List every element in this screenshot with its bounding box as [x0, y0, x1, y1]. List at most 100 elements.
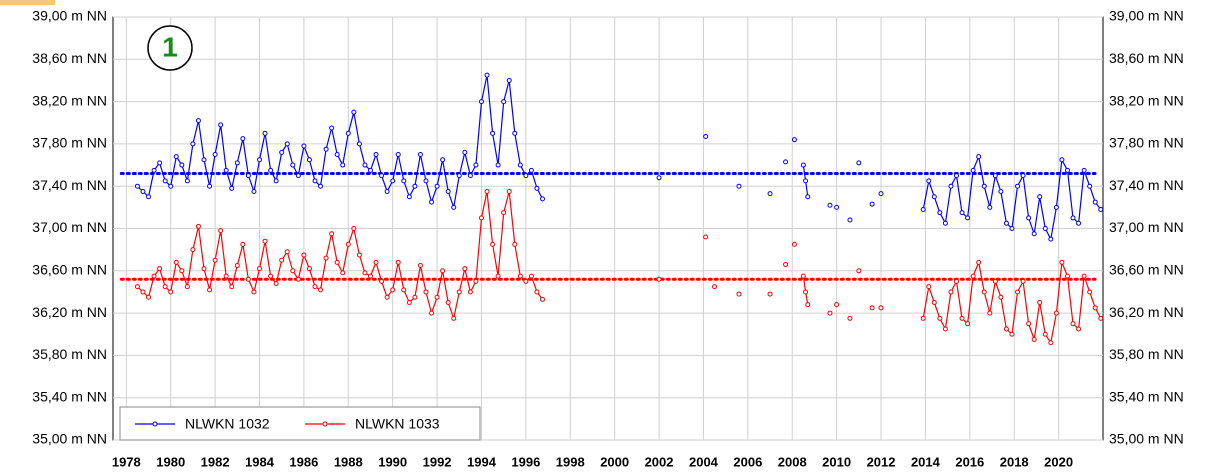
- data-point: [981, 289, 987, 295]
- data-point: [306, 266, 312, 272]
- data-point: [1009, 331, 1015, 337]
- y2-tick-label: 39,00 m NN: [1109, 8, 1184, 24]
- y-tick-label: 35,40 m NN: [32, 388, 107, 404]
- data-point: [540, 296, 546, 302]
- x-tick-label: 1994: [467, 454, 497, 469]
- data-point: [1003, 220, 1009, 226]
- data-point: [937, 210, 943, 216]
- data-point: [423, 178, 429, 184]
- data-point: [257, 266, 263, 272]
- data-point: [279, 257, 285, 263]
- data-point: [791, 137, 797, 143]
- data-point: [157, 160, 163, 166]
- data-point: [948, 183, 954, 189]
- data-point: [1015, 183, 1021, 189]
- data-point: [434, 183, 440, 189]
- data-point: [1076, 326, 1082, 332]
- data-point: [1092, 199, 1098, 205]
- data-point: [834, 302, 840, 308]
- data-point: [534, 185, 540, 191]
- data-point: [162, 178, 168, 184]
- data-point: [1064, 273, 1070, 279]
- data-point: [467, 173, 473, 179]
- data-point: [501, 99, 507, 105]
- x-tick-label: 1988: [334, 454, 363, 469]
- data-point: [1070, 321, 1076, 327]
- data-point: [528, 273, 534, 279]
- data-point: [1070, 215, 1076, 221]
- data-point: [920, 206, 926, 212]
- x-tick-label: 2006: [733, 454, 762, 469]
- data-point: [184, 284, 190, 290]
- data-point: [1015, 289, 1021, 295]
- data-point: [783, 261, 789, 267]
- data-point: [190, 141, 196, 147]
- data-point: [656, 175, 662, 181]
- data-point: [134, 284, 140, 290]
- data-point: [484, 72, 490, 78]
- data-point: [656, 276, 662, 282]
- data-point: [257, 157, 263, 163]
- data-point: [140, 289, 146, 295]
- data-point: [207, 287, 213, 293]
- data-point: [803, 178, 809, 184]
- data-point: [290, 162, 296, 168]
- data-point: [976, 154, 982, 160]
- data-point: [987, 310, 993, 316]
- x-tick-label: 1982: [201, 454, 230, 469]
- data-point: [856, 160, 862, 166]
- data-point: [495, 273, 501, 279]
- data-point: [140, 188, 146, 194]
- data-point: [512, 241, 518, 247]
- data-point: [184, 178, 190, 184]
- data-point: [146, 294, 152, 300]
- data-point: [229, 284, 235, 290]
- data-point: [207, 183, 213, 189]
- data-point: [318, 183, 324, 189]
- y-tick-label: 38,60 m NN: [32, 50, 107, 66]
- data-point: [212, 257, 218, 263]
- data-point: [429, 310, 435, 316]
- x-tick-label: 1990: [378, 454, 407, 469]
- data-point: [273, 280, 279, 286]
- data-point: [1059, 259, 1065, 265]
- data-point: [179, 268, 185, 274]
- data-point: [920, 315, 926, 321]
- data-point: [390, 178, 396, 184]
- data-point: [528, 167, 534, 173]
- data-point: [512, 130, 518, 136]
- annotation-circle: [147, 25, 193, 71]
- y2-tick-label: 35,80 m NN: [1109, 346, 1184, 362]
- data-point: [856, 268, 862, 274]
- data-point: [401, 287, 407, 293]
- data-point: [356, 252, 362, 258]
- data-point: [712, 284, 718, 290]
- data-point: [878, 305, 884, 311]
- x-tick-label: 1978: [112, 454, 141, 469]
- data-point: [473, 278, 479, 284]
- data-point: [445, 188, 451, 194]
- data-point: [417, 151, 423, 157]
- data-point: [384, 188, 390, 194]
- y2-tick-label: 37,40 m NN: [1109, 177, 1184, 193]
- data-point: [462, 149, 468, 155]
- y-tick-label: 36,60 m NN: [32, 262, 107, 278]
- data-point: [736, 183, 742, 189]
- data-point: [1026, 321, 1032, 327]
- data-point: [306, 157, 312, 163]
- data-point: [268, 167, 274, 173]
- data-point: [334, 151, 340, 157]
- data-point: [340, 270, 346, 276]
- data-point: [998, 188, 1004, 194]
- data-point: [312, 284, 318, 290]
- x-tick-label: 1980: [156, 454, 185, 469]
- data-point: [976, 259, 982, 265]
- data-point: [417, 263, 423, 269]
- data-point: [445, 300, 451, 306]
- y2-tick-label: 36,60 m NN: [1109, 262, 1184, 278]
- data-point: [992, 278, 998, 284]
- data-point: [1009, 226, 1015, 231]
- y-tick-label: 35,80 m NN: [32, 346, 107, 362]
- data-point: [345, 241, 351, 247]
- data-point: [970, 167, 976, 173]
